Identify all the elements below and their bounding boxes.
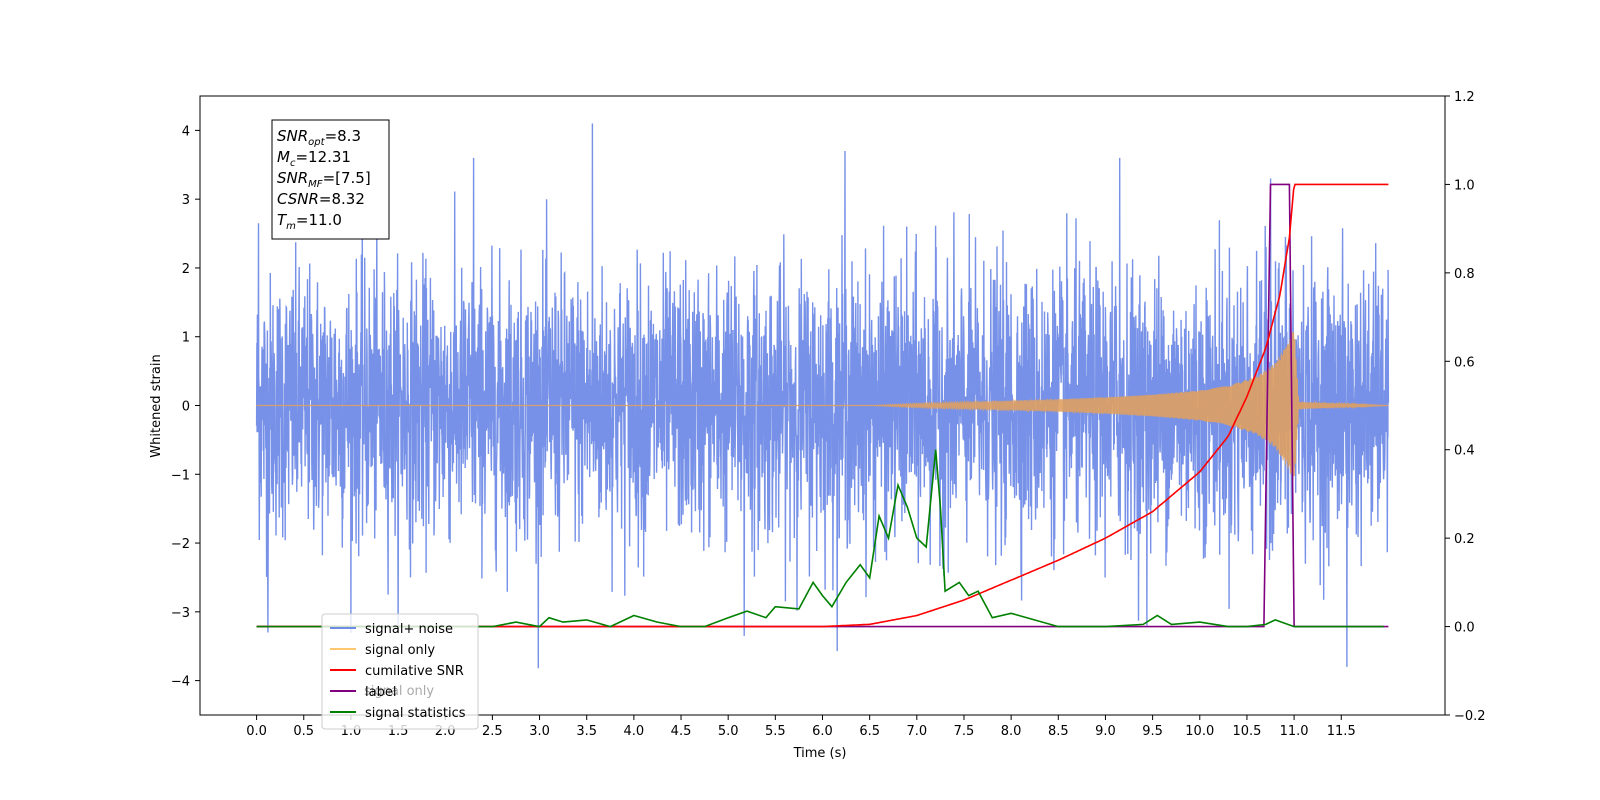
legend-label: signal only <box>365 643 435 658</box>
annotation-line: Mc=12.31 <box>277 148 351 169</box>
y-tick-label: −3 <box>171 606 190 621</box>
y-axis-left: −4 −3 −2 −1 0 1 2 3 4 <box>171 124 200 690</box>
series-signal-noise <box>255 123 1390 669</box>
annotation-line: Tm=11.0 <box>277 211 342 232</box>
legend-frame <box>321 613 479 730</box>
x-tick-label: 9.0 <box>1095 724 1116 739</box>
x-tick-label: 11.5 <box>1327 724 1356 739</box>
x-tick-label: 6.5 <box>859 724 880 739</box>
annotation-line: CSNR=8.32 <box>277 190 365 208</box>
x-tick-label: 7.0 <box>906 724 927 739</box>
y2-tick-label: 0.8 <box>1454 267 1475 282</box>
x-tick-label: 8.5 <box>1048 724 1069 739</box>
series-signal-only <box>256 332 1389 481</box>
y2-tick-label: 0.6 <box>1454 355 1475 370</box>
x-tick-label: 0.0 <box>246 724 267 739</box>
y-tick-label: 1 <box>182 331 190 346</box>
x-tick-label: 0.5 <box>293 724 314 739</box>
x-tick-label: 8.0 <box>1001 724 1022 739</box>
annotation-line: SNRopt=8.3 <box>277 127 361 148</box>
x-tick-label: 3.5 <box>576 724 597 739</box>
plot-area <box>255 123 1390 669</box>
y2-tick-label: −0.2 <box>1454 709 1486 724</box>
x-tick-label: 4.0 <box>624 724 645 739</box>
y2-tick-label: 0.2 <box>1454 532 1475 547</box>
legend-label: cumilative SNR <box>365 664 464 679</box>
y-tick-label: 3 <box>182 193 190 208</box>
x-tick-label: 5.5 <box>765 724 786 739</box>
y-tick-label: 4 <box>182 124 190 139</box>
y2-tick-label: 0.0 <box>1454 621 1475 636</box>
y-tick-label: −4 <box>171 675 190 690</box>
legend-label: signal+ noise <box>365 622 453 637</box>
x-tick-label: 6.0 <box>812 724 833 739</box>
x-tick-label: 3.0 <box>529 724 550 739</box>
y2-tick-label: 1.2 <box>1454 90 1475 105</box>
y-tick-label: −2 <box>171 537 190 552</box>
y2-tick-label: 0.4 <box>1454 444 1475 459</box>
legend-label: signal statistics <box>365 706 466 721</box>
annotation-frame <box>271 119 390 240</box>
annotation-line: SNRMF=[7.5] <box>277 169 371 190</box>
series-signal-statistics <box>256 449 1384 628</box>
x-tick-label: 4.5 <box>671 724 692 739</box>
x-tick-label: 7.5 <box>954 724 975 739</box>
x-tick-label: 9.5 <box>1142 724 1163 739</box>
y2-tick-label: 1.0 <box>1454 178 1475 193</box>
x-tick-label: 5.0 <box>718 724 739 739</box>
legend-hidden-text: signal only <box>364 684 434 699</box>
x-tick-label: 2.5 <box>482 724 503 739</box>
y-axis-right: −0.2 0.0 0.2 0.4 0.6 0.8 1.0 1.2 <box>1445 90 1486 724</box>
legend-label: label <box>365 685 396 700</box>
y-tick-label: −1 <box>171 468 190 483</box>
y-tick-label: 0 <box>182 400 190 415</box>
x-tick-label: 11.0 <box>1280 724 1309 739</box>
x-axis-label: Time (s) <box>793 746 847 761</box>
x-tick-label: 10.5 <box>1232 724 1261 739</box>
y-tick-label: 2 <box>182 262 190 277</box>
legend: signal only signal+ noise signal only cumil… <box>321 613 479 730</box>
y-axis-label: Whitened strain <box>149 354 164 457</box>
x-tick-label: 10.0 <box>1185 724 1214 739</box>
